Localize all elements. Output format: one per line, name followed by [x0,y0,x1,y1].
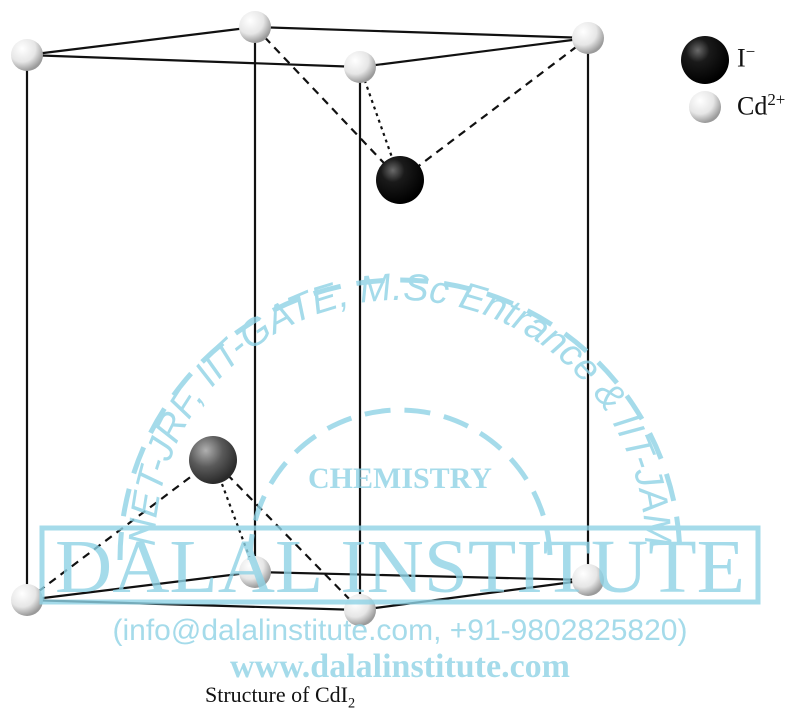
bond-top-1 [254,26,401,181]
cd-ion [572,564,604,596]
cd-ion [572,22,604,54]
watermark-contact: (info@dalalinstitute.com, +91-9802825820… [113,614,688,647]
edge-top-back-right [254,25,589,40]
cd-ion [239,11,271,43]
watermark-arc-text: NET-JRF, IIT-GATE, M.Sc Entrance & IIT-J… [122,267,679,547]
watermark-name-frame [39,525,761,605]
edge-top-front-left [26,53,361,69]
edge-bottom-back-right [254,570,589,582]
legend-iodide-label: I− [737,42,756,73]
watermark-website: www.dalalinstitute.com [230,648,570,685]
edge-bottom-back-left [26,570,256,602]
cd-ion [11,39,43,71]
edge-bottom-front-right [359,578,589,612]
figure-caption: Structure of CdI2 [205,682,356,712]
legend-iodide-marker [681,36,729,84]
cd-ion [11,584,43,616]
watermark-subject: CHEMISTRY [308,462,492,495]
cd-ion [239,556,271,588]
bond-top-3 [399,37,589,181]
edge-top-back-left [26,25,256,57]
watermark-outer-ring [117,277,683,561]
iodide-ion-upper [376,156,424,204]
legend-cadmium-label: Cd2+ [737,90,786,121]
cd-ion [344,51,376,83]
legend-cadmium-marker [689,91,721,123]
watermark: NET-JRF, IIT-GATE, M.Sc Entrance & IIT-J… [39,267,761,685]
iodide-ion-lower [189,436,237,484]
edge-top-front-right [359,36,589,69]
bond-bottom-3 [212,459,361,611]
watermark-name: DALAL INSTITUTE [55,525,745,609]
